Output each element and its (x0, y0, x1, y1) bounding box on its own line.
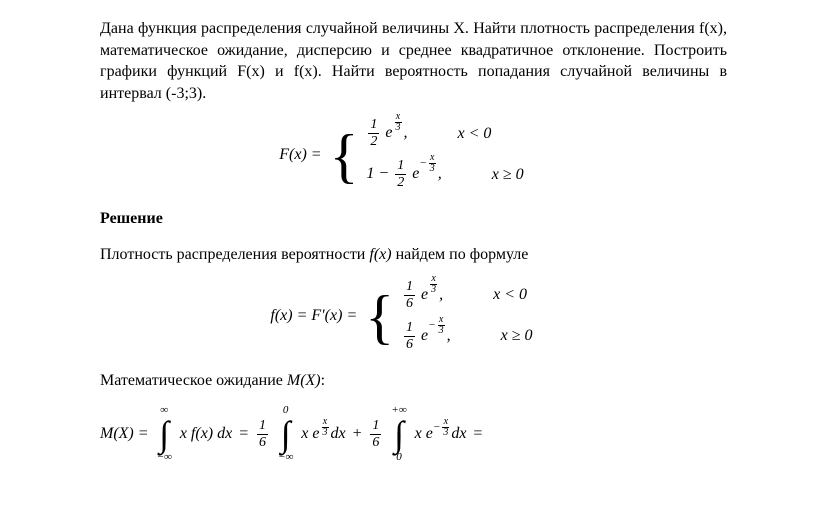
int1-lower: −∞ (157, 452, 172, 463)
F-case2-prefix: 1 − (366, 166, 389, 183)
int2-dx: dx (331, 425, 346, 442)
F-case-2: 1 − 1 2 e− x 3 , x ≥ 0 (366, 159, 547, 190)
num: 1 (395, 159, 406, 175)
den: 6 (404, 337, 415, 352)
int2-exp-den: 3 (322, 428, 329, 438)
F-case-1: 1 2 e x 3 , x < 0 (366, 118, 547, 149)
mx-fn: M(X) (287, 372, 321, 389)
density-sentence: Плотность распределения вероятности f(x)… (100, 244, 727, 266)
int3-exp-den: 3 (442, 428, 449, 438)
problem-statement: Дана функция распределения случайной вел… (100, 18, 727, 104)
formula-f: f(x) = F′(x) = { 1 6 e x 3 , x < 0 (100, 280, 727, 352)
int3-dx: dx (451, 425, 466, 442)
mx-text-1: Математическое ожидание (100, 372, 287, 389)
coef1-den: 6 (257, 435, 268, 450)
integral-3: +∞ ∫ 0 (391, 405, 406, 463)
brace-icon: { (365, 292, 394, 343)
int2-body: x e (301, 425, 319, 442)
coef2-num: 1 (370, 419, 381, 435)
f-cond-1: x < 0 (493, 284, 549, 306)
den: 6 (404, 296, 415, 311)
int3-lower: 0 (396, 452, 402, 463)
density-text-2: найдем по формуле (392, 246, 529, 263)
exp-den: 3 (438, 326, 445, 336)
f-case-2: 1 6 e− x 3 , x ≥ 0 (402, 321, 557, 352)
num: 1 (368, 118, 379, 134)
num: 1 (404, 321, 415, 337)
eq-1: = (238, 423, 249, 445)
brace-icon: { (330, 131, 359, 182)
integral-1: ∞ ∫ −∞ (157, 405, 172, 463)
F-cond-1: x < 0 (458, 123, 514, 145)
density-fn: f(x) (369, 246, 391, 263)
page: Дана функция распределения случайной вел… (0, 0, 817, 531)
f-cond-2: x ≥ 0 (501, 325, 557, 347)
int1-body: x f(x) dx (180, 423, 232, 445)
num: 1 (404, 280, 415, 296)
plus: + (352, 423, 363, 445)
int3-body: x e (415, 425, 433, 442)
exp-den: 3 (429, 164, 436, 174)
exp-den: 3 (430, 285, 437, 295)
F-cond-2: x ≥ 0 (492, 164, 548, 186)
int2-lower: −∞ (278, 452, 293, 463)
mx-lead: M(X) = (100, 423, 149, 445)
int3-exp-sign: − (433, 421, 440, 433)
density-text-1: Плотность распределения вероятности (100, 246, 369, 263)
coef2-den: 6 (370, 435, 381, 450)
den: 2 (395, 175, 406, 190)
f-case-1: 1 6 e x 3 , x < 0 (402, 280, 557, 311)
mx-tail: = (472, 423, 483, 445)
mx-text-2: : (321, 372, 325, 389)
solution-heading: Решение (100, 208, 727, 230)
exp-den: 3 (395, 123, 402, 133)
integral-2: 0 ∫ −∞ (278, 405, 293, 463)
mx-sentence: Математическое ожидание M(X): (100, 370, 727, 392)
f-lead: f(x) = F′(x) = (270, 305, 357, 327)
formula-mx: M(X) = ∞ ∫ −∞ x f(x) dx = 1 6 0 ∫ −∞ x e… (100, 405, 727, 463)
formula-F: F(x) = { 1 2 e x 3 , x < 0 (100, 118, 727, 190)
den: 2 (368, 134, 379, 149)
coef1-num: 1 (257, 419, 268, 435)
F-lead: F(x) = (279, 144, 321, 166)
